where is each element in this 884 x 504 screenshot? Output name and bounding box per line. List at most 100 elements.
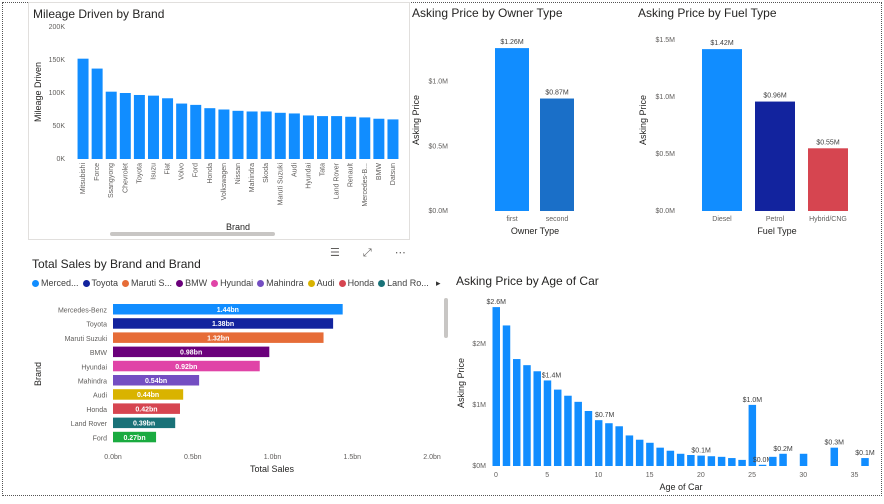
age-visual[interactable]: Asking Price by Age of Car [452,270,880,492]
legend-label: Mahindra [266,278,304,288]
data-label: $0.55M [816,139,840,146]
bar-age-7 [564,395,572,466]
y-tick-label: 50K [53,123,66,130]
mileage-visual[interactable]: Mileage Driven by Brand [28,2,410,240]
legend-item[interactable]: Audi [307,278,335,288]
x-tick-label: 10 [595,472,603,479]
x-tick-label: 20 [697,472,705,479]
x-tick-label: 25 [748,472,756,479]
x-axis-title: Fuel Type [757,226,796,236]
bar-age-1 [502,325,511,466]
y-tick-label: Maruti Suzuki [65,336,108,343]
horizontal-scrollbar[interactable] [110,232,275,236]
bar-age-24 [738,459,746,466]
x-axis-title: Total Sales [250,464,295,474]
legend-item[interactable]: Toyota [82,278,118,288]
legend-item[interactable]: Land Ro... [378,278,429,288]
legend-item[interactable]: Honda [338,278,374,288]
x-tick-label: Mitsubishi [80,163,87,195]
y-tick-label: $0.0M [656,208,676,215]
y-tick-label: BMW [90,350,108,357]
x-tick-label: 1.5bn [343,454,361,461]
bar-toyota [133,94,145,159]
bar-honda [204,108,216,159]
data-label: 1.32bn [207,335,229,342]
owner-visual[interactable]: Asking Price by Owner Type [408,2,628,238]
y-axis-title: Asking Price [411,95,421,145]
data-label: $0.3M [825,440,845,447]
bar-age-18 [676,453,685,466]
x-tick-label: Honda [207,163,214,184]
bar-age-15 [646,442,654,466]
bar-age-2 [512,359,521,466]
fuel-visual[interactable]: Asking Price by Fuel Type [634,2,880,238]
bar-age-0 [492,307,500,466]
legend-label: Hyundai [220,278,254,288]
legend-next-arrow[interactable]: ▸ [436,278,441,288]
bar-age-21 [707,456,716,466]
bar-age-10 [594,420,603,466]
x-axis-title: Owner Type [511,226,559,236]
x-tick-label: 2.0bn [423,454,441,461]
x-tick-label: Land Rover [334,162,341,199]
data-label: 0.39bn [133,421,155,428]
bar-hyundai [302,115,314,159]
bar-age-3 [523,365,531,466]
x-tick-label: 30 [799,472,807,479]
bar-bmw [373,118,385,159]
bar-age-27 [769,456,777,466]
x-tick-label: 0 [494,472,498,479]
age-title: Asking Price by Age of Car [456,274,599,288]
legend-item[interactable]: Merced... [32,278,79,288]
x-tick-label: 15 [646,472,654,479]
y-tick-label: $0M [472,463,486,470]
y-tick-label: Mercedes-Benz [58,308,108,315]
y-tick-label: Hyundai [81,364,107,371]
x-tick-label: Hyundai [305,163,312,189]
y-tick-label: $1.0M [429,79,449,86]
data-label: $1.42M [710,40,734,47]
bar-hybrid-cng [808,148,848,211]
visual-header-icons[interactable]: ☰ ⤢ ⋯ [330,247,416,259]
bar-land-rover [331,116,343,159]
bar-audi [288,113,300,159]
x-tick-label: Mercedes-B... [362,163,369,207]
legend-item[interactable]: Mahindra [257,278,304,288]
y-tick-label: 100K [49,90,66,97]
legend-dot [211,280,219,287]
legend-item[interactable]: Maruti S... [122,278,172,288]
y-tick-label: 200K [49,24,66,31]
y-axis-title: Asking Price [456,358,466,408]
bar-age-26 [758,464,767,466]
bar-age-11 [605,423,613,466]
data-label: $0.2M [773,446,793,453]
x-tick-label: Audi [291,163,298,177]
mileage-title: Mileage Driven by Brand [33,7,165,21]
y-tick-label: $0.0M [429,208,449,215]
sales-visual[interactable]: Total Sales by Brand and Brand [28,253,448,483]
bar-nissan [232,110,244,159]
bar-age-25 [748,404,757,466]
legend-item[interactable]: Hyundai [211,278,253,288]
data-label: 1.44bn [217,307,239,314]
data-label: 0.92bn [175,364,197,371]
bar-age-5 [543,380,552,466]
bar-volkswagen [218,109,230,159]
vertical-scrollbar[interactable] [444,298,448,338]
x-tick-label: Ford [193,163,200,178]
legend-item[interactable]: BMW [176,278,207,288]
fuel-title: Asking Price by Fuel Type [638,6,777,20]
x-tick-label: Isuzu [150,163,157,180]
bar-age-36 [861,458,869,466]
y-tick-label: Honda [86,407,107,414]
x-tick-label: Maruti Suzuki [277,163,284,206]
legend-label: BMW [185,278,208,288]
legend-dot [82,280,90,287]
x-tick-label: 0.5bn [184,454,202,461]
bar-age-9 [584,411,593,466]
bar-audi [113,389,184,400]
y-tick-label: $0.5M [429,143,449,150]
data-label: $1.4M [542,372,562,379]
bar-ford [190,104,202,159]
